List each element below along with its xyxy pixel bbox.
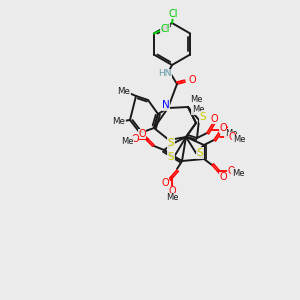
Text: S: S: [200, 112, 206, 122]
Text: S: S: [168, 152, 174, 162]
Text: Cl: Cl: [160, 23, 170, 34]
Text: O: O: [188, 75, 196, 85]
Text: Me: Me: [118, 88, 130, 97]
Text: Me: Me: [232, 169, 244, 178]
Text: Me: Me: [233, 136, 245, 145]
Text: Me: Me: [112, 116, 125, 125]
Text: Cl: Cl: [168, 9, 178, 19]
Text: O: O: [227, 166, 235, 176]
Text: O: O: [219, 172, 227, 182]
Text: O: O: [161, 178, 169, 188]
Text: N: N: [162, 100, 170, 110]
Text: Me: Me: [192, 106, 204, 115]
Text: S: S: [168, 138, 174, 148]
Text: Me: Me: [225, 128, 237, 137]
Text: O: O: [220, 125, 228, 135]
Text: O: O: [138, 129, 146, 139]
Text: O: O: [228, 132, 236, 142]
Text: O: O: [131, 134, 139, 144]
Text: O: O: [168, 186, 176, 196]
Text: Me: Me: [190, 95, 202, 104]
Text: O: O: [210, 114, 218, 124]
Text: O: O: [219, 123, 227, 133]
Text: Me: Me: [166, 194, 178, 202]
Text: S: S: [197, 148, 203, 158]
Text: HN: HN: [158, 70, 172, 79]
Text: Me: Me: [121, 136, 133, 146]
